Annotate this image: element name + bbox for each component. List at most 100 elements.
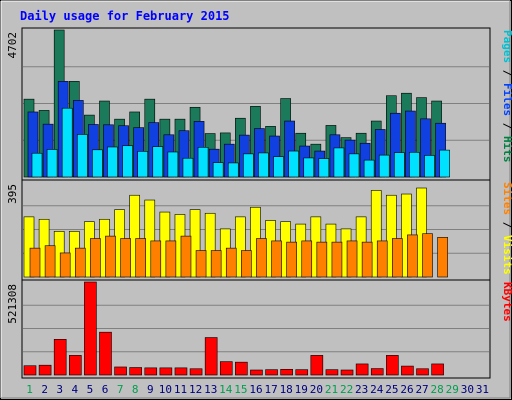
x-tick-label-day-9: 9 [147, 383, 154, 396]
legend-part: / [501, 63, 512, 83]
bar-pages-day-4 [76, 134, 88, 178]
bar-pages-day-8 [137, 151, 148, 178]
x-tick-label-day-2: 2 [41, 383, 48, 396]
bar-sites-day-15 [241, 250, 252, 278]
x-tick-label-day-8: 8 [132, 383, 139, 396]
bar-pages-day-20 [318, 158, 330, 178]
bar-pages-day-3 [61, 107, 73, 178]
bar-visits-day-1 [23, 216, 35, 278]
bar-pages-day-14 [227, 162, 239, 178]
x-tick-label-day-22: 22 [340, 383, 353, 396]
panel-kbytes: 521308 KBytes [6, 279, 512, 379]
x-tick-label-day-20: 20 [310, 383, 323, 396]
x-tick-label-day-28: 28 [431, 383, 444, 396]
bar-kbytes-day-13 [204, 337, 218, 376]
bar-kbytes-day-25 [386, 355, 399, 376]
bar-sites-day-2 [44, 245, 56, 278]
bar-kbytes-day-5 [84, 281, 97, 376]
bar-kbytes-day-2 [38, 364, 52, 376]
x-tick-label-day-7: 7 [117, 383, 124, 396]
bar-sites-day-18 [286, 241, 297, 278]
y-max-label-kbytes: 521308 [6, 284, 19, 324]
bar-kbytes-day-8 [129, 367, 142, 376]
bar-pages-day-27 [424, 155, 435, 178]
bar-sites-day-24 [376, 240, 388, 278]
bar-pages-day-1 [31, 152, 43, 178]
x-tick-label-day-4: 4 [72, 383, 79, 396]
bar-kbytes-day-10 [159, 367, 173, 376]
legend-sites-visits: Sites / Visits [501, 182, 512, 275]
x-tick-label-day-17: 17 [264, 383, 277, 396]
bar-pages-day-12 [197, 146, 209, 178]
bar-sites-day-7 [120, 238, 131, 278]
x-tick-label-day-12: 12 [189, 383, 202, 396]
bar-sites-day-8 [135, 238, 146, 278]
bar-pages-day-23 [363, 159, 375, 178]
bar-sites-day-19 [301, 240, 313, 278]
bar-pages-day-24 [378, 154, 390, 178]
legend-part: Files [501, 83, 512, 116]
bar-sites-day-16 [256, 238, 267, 278]
bar-visits-day-13 [204, 212, 216, 278]
bar-kbytes-day-9 [144, 367, 158, 376]
bar-sites-day-4 [74, 247, 86, 278]
bar-sites-day-6 [105, 235, 116, 278]
bar-kbytes-day-11 [174, 367, 188, 376]
x-tick-label-day-1: 1 [26, 383, 33, 396]
x-tick-label-day-29: 29 [446, 383, 459, 396]
bar-sites-day-22 [346, 240, 358, 278]
bar-visits-day-27 [416, 187, 427, 278]
x-tick-label-day-19: 19 [295, 383, 308, 396]
bar-pages-day-18 [288, 150, 299, 178]
legend-part: Hits [501, 136, 512, 163]
panel-sites-visits: 395 Sites / Visits [6, 179, 512, 281]
bar-kbytes-day-26 [401, 365, 414, 376]
legend-part: Visits [501, 235, 512, 275]
legend-kbytes: KBytes [501, 282, 512, 322]
x-tick-label-day-5: 5 [87, 383, 94, 396]
x-tick-label-day-16: 16 [249, 383, 262, 396]
bar-pages-day-21 [333, 147, 345, 178]
bar-pages-day-26 [409, 152, 420, 178]
bar-kbytes-day-22 [340, 369, 354, 376]
bar-kbytes-day-14 [219, 361, 233, 376]
bar-pages-day-25 [394, 152, 405, 178]
x-tick-label-day-6: 6 [102, 383, 109, 396]
bar-sites-day-27 [422, 233, 433, 278]
bar-pages-day-16 [258, 152, 269, 178]
x-tick-label-day-10: 10 [159, 383, 172, 396]
bar-pages-day-17 [273, 156, 284, 178]
bar-pages-day-9 [152, 146, 164, 178]
bar-pages-day-19 [303, 157, 315, 178]
bar-kbytes-day-20 [310, 355, 324, 376]
bar-kbytes-day-23 [355, 363, 369, 376]
x-tick-label-day-14: 14 [219, 383, 233, 396]
bar-sites-day-28 [437, 237, 448, 278]
bar-sites-day-11 [180, 235, 192, 278]
bar-kbytes-day-18 [280, 368, 293, 376]
bar-pages-day-22 [348, 153, 360, 178]
y-max-label-pages-files-hits: 4702 [6, 32, 19, 59]
bar-kbytes-day-17 [265, 369, 278, 376]
x-tick-label-day-31: 31 [476, 383, 489, 396]
x-tick-label-day-24: 24 [370, 383, 384, 396]
bar-visits-day-24 [370, 190, 382, 278]
bar-sites-day-17 [271, 240, 282, 278]
bar-pages-day-2 [46, 149, 58, 178]
bar-pages-day-7 [122, 145, 133, 178]
bar-sites-day-21 [331, 241, 343, 278]
x-tick-label-day-3: 3 [56, 383, 63, 396]
bar-kbytes-day-24 [370, 368, 384, 376]
bar-kbytes-day-1 [23, 365, 37, 376]
bar-kbytes-day-12 [189, 368, 203, 376]
x-axis-labels: 1 2 3 4 5 6 7 8 9 10 11 12 13 14 15 16 17 18 19 20 21 22 23 24 2… [26, 383, 489, 396]
bar-kbytes-day-4 [68, 355, 82, 376]
bar-visits-day-15 [235, 216, 246, 278]
x-tick-label-day-21: 21 [325, 383, 338, 396]
bar-kbytes-day-7 [114, 366, 127, 376]
bar-kbytes-day-15 [235, 361, 248, 376]
bar-visits-day-25 [386, 194, 397, 278]
bar-kbytes-day-21 [325, 369, 339, 376]
bar-kbytes-day-28 [431, 363, 444, 376]
